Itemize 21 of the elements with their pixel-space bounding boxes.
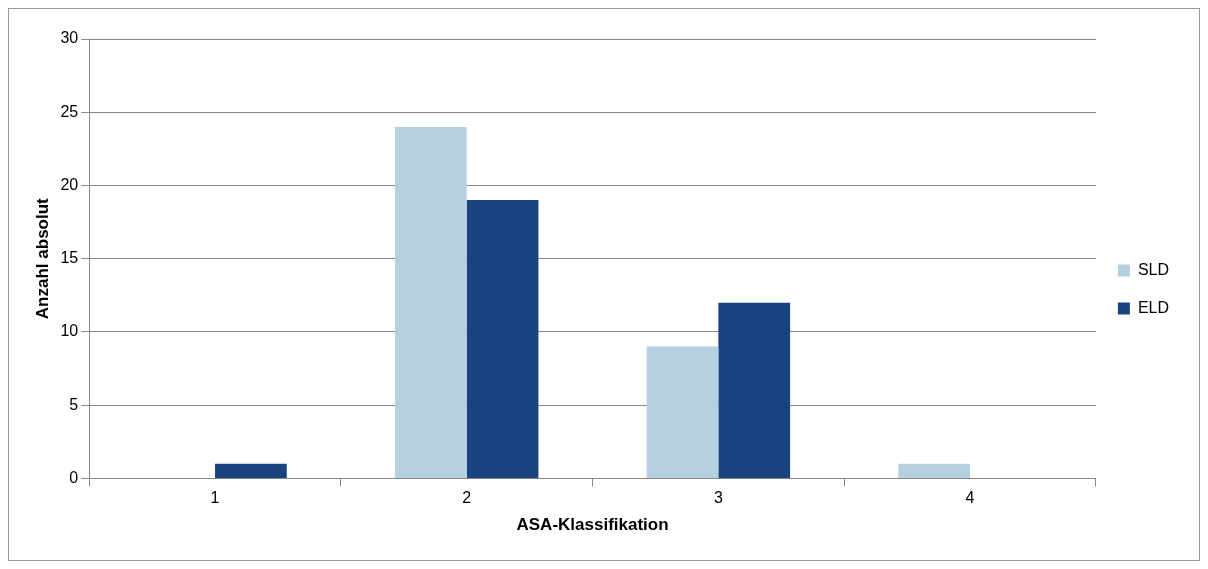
bar [718, 302, 791, 478]
bar [215, 463, 287, 478]
y-tick-label: 30 [60, 29, 79, 47]
x-axis-title: ASA-Klassifikation [516, 515, 669, 535]
y-tick-label: 25 [60, 102, 79, 120]
bar [898, 463, 971, 478]
x-tick-label: 2 [462, 489, 472, 507]
bar [466, 200, 539, 478]
y-tick-label: 0 [69, 468, 79, 486]
x-tick-label: 3 [713, 489, 723, 507]
x-tick-label: 4 [965, 489, 975, 507]
y-tick-label: 20 [60, 175, 79, 193]
y-tick-label: 10 [60, 322, 79, 340]
legend-label: ELD [1137, 298, 1169, 316]
y-tick-label: 5 [69, 395, 79, 413]
legend-label: SLD [1137, 260, 1169, 278]
bar [394, 126, 467, 478]
bar [646, 346, 719, 478]
y-axis-title: Anzahl absolut [32, 197, 52, 320]
x-tick-label: 1 [210, 489, 220, 507]
y-tick-label: 15 [60, 249, 79, 267]
